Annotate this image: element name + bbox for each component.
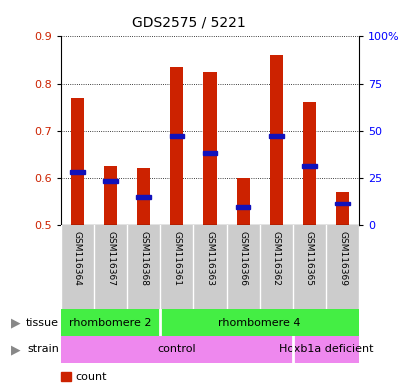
Text: GSM116361: GSM116361 xyxy=(172,232,181,286)
Text: GSM116362: GSM116362 xyxy=(272,232,281,286)
Text: GSM116367: GSM116367 xyxy=(106,232,115,286)
Text: GSM116364: GSM116364 xyxy=(73,232,82,286)
Text: rhombomere 2: rhombomere 2 xyxy=(69,318,152,328)
Bar xyxy=(203,151,217,155)
Bar xyxy=(61,336,293,363)
Bar xyxy=(302,164,317,168)
Bar xyxy=(71,98,84,225)
Bar xyxy=(269,134,284,138)
Bar xyxy=(336,192,349,225)
Bar xyxy=(160,309,359,336)
Bar xyxy=(335,202,350,205)
Bar xyxy=(236,205,250,209)
Bar xyxy=(303,103,316,225)
Text: GSM116363: GSM116363 xyxy=(205,232,215,286)
Bar xyxy=(61,309,160,336)
Text: tissue: tissue xyxy=(26,318,59,328)
Bar xyxy=(104,166,117,225)
Text: GSM116369: GSM116369 xyxy=(338,232,347,286)
Text: GDS2575 / 5221: GDS2575 / 5221 xyxy=(132,15,246,29)
Text: strain: strain xyxy=(27,344,59,354)
Bar xyxy=(137,168,150,225)
Text: ▶: ▶ xyxy=(10,316,20,329)
Bar xyxy=(103,179,118,183)
Bar xyxy=(293,336,359,363)
Bar xyxy=(136,195,151,199)
Text: Hoxb1a deficient: Hoxb1a deficient xyxy=(279,344,373,354)
Bar xyxy=(270,55,283,225)
Text: GSM116365: GSM116365 xyxy=(305,232,314,286)
Bar xyxy=(170,134,184,138)
Text: count: count xyxy=(76,372,107,382)
Bar xyxy=(203,72,217,225)
Text: rhombomere 4: rhombomere 4 xyxy=(218,318,301,328)
Bar xyxy=(170,67,184,225)
Text: ▶: ▶ xyxy=(10,343,20,356)
Text: control: control xyxy=(158,344,196,354)
Bar xyxy=(70,170,85,174)
Text: GSM116366: GSM116366 xyxy=(239,232,248,286)
Text: GSM116368: GSM116368 xyxy=(139,232,148,286)
Bar xyxy=(236,178,250,225)
